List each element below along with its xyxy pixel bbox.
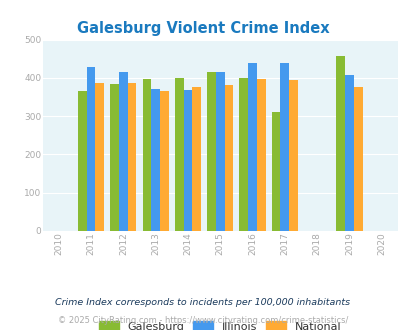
Bar [215, 72, 224, 231]
Bar [335, 56, 344, 231]
Bar [87, 67, 95, 231]
Text: Crime Index corresponds to incidents per 100,000 inhabitants: Crime Index corresponds to incidents per… [55, 298, 350, 307]
Bar [224, 85, 233, 231]
Text: © 2025 CityRating.com - https://www.cityrating.com/crime-statistics/: © 2025 CityRating.com - https://www.city… [58, 316, 347, 325]
Bar [95, 83, 104, 231]
Bar [160, 91, 168, 231]
Bar [239, 78, 247, 231]
Bar [128, 83, 136, 231]
Bar [192, 87, 200, 231]
Bar [119, 72, 128, 231]
Bar [151, 89, 160, 231]
Bar [353, 87, 362, 231]
Bar [344, 75, 353, 231]
Bar [256, 79, 265, 231]
Bar [207, 72, 215, 231]
Bar [288, 80, 297, 231]
Bar [247, 63, 256, 231]
Text: Galesburg Violent Crime Index: Galesburg Violent Crime Index [77, 21, 328, 36]
Bar [280, 63, 288, 231]
Bar [271, 112, 280, 231]
Bar [183, 90, 192, 231]
Bar [175, 78, 183, 231]
Bar [110, 84, 119, 231]
Bar [78, 91, 87, 231]
Bar [142, 79, 151, 231]
Legend: Galesburg, Illinois, National: Galesburg, Illinois, National [94, 317, 345, 330]
